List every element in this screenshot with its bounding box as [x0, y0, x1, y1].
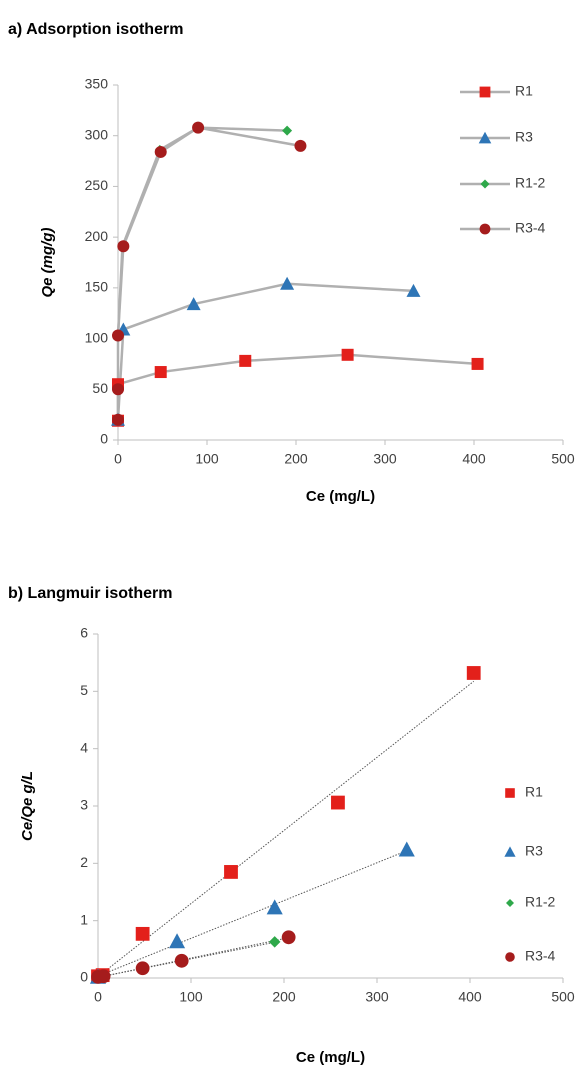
- legend-label: R1: [525, 784, 543, 800]
- series-line: [116, 353, 478, 421]
- data-point: [169, 933, 186, 949]
- data-point: [186, 297, 201, 311]
- x-tick-label: 200: [272, 989, 296, 1005]
- y-tick-label: 350: [85, 76, 109, 92]
- data-point: [192, 121, 205, 134]
- x-tick-label: 300: [365, 989, 389, 1005]
- trendline: [97, 850, 407, 977]
- x-tick-label: 200: [284, 451, 308, 467]
- y-tick-label: 3: [80, 797, 88, 813]
- chart-title: a) Adsorption isotherm: [8, 21, 183, 38]
- series-line: [116, 282, 414, 420]
- legend-label: R3: [515, 129, 533, 145]
- legend-label: R3-4: [515, 220, 546, 236]
- y-tick-label: 5: [80, 682, 88, 698]
- x-axis-title: Ce (mg/L): [296, 1049, 365, 1066]
- x-tick-label: 400: [458, 989, 482, 1005]
- y-tick-label: 300: [85, 126, 109, 142]
- data-point: [135, 961, 150, 976]
- legend-label: R1: [515, 83, 533, 99]
- x-tick-label: 100: [179, 989, 203, 1005]
- data-point: [331, 795, 345, 810]
- data-point: [280, 276, 295, 290]
- legend-label: R3-4: [525, 948, 556, 964]
- y-tick-label: 0: [100, 431, 108, 447]
- data-point: [154, 366, 167, 379]
- y-tick-label: 4: [80, 739, 88, 755]
- y-axis-title: Ce/Qe g/L: [19, 771, 36, 841]
- legend-marker: [506, 899, 514, 907]
- data-point: [341, 348, 354, 361]
- legend-marker: [505, 788, 515, 798]
- data-point: [406, 283, 421, 297]
- x-tick-label: 0: [114, 451, 122, 467]
- x-tick-label: 500: [551, 989, 575, 1005]
- y-tick-label: 1: [80, 911, 88, 927]
- y-tick-label: 200: [85, 228, 109, 244]
- data-point: [96, 969, 111, 984]
- y-tick-label: 150: [85, 279, 109, 295]
- x-tick-label: 400: [462, 451, 486, 467]
- y-tick-label: 100: [85, 329, 109, 345]
- data-point: [117, 240, 130, 253]
- data-point: [135, 926, 150, 941]
- legend-marker: [505, 952, 515, 962]
- x-tick-label: 300: [373, 451, 397, 467]
- y-tick-label: 50: [92, 380, 108, 396]
- data-point: [112, 413, 124, 426]
- legend-label: R1-2: [515, 175, 546, 191]
- data-point: [112, 329, 124, 342]
- x-tick-label: 100: [195, 451, 219, 467]
- x-tick-label: 500: [551, 451, 575, 467]
- data-point: [281, 930, 296, 945]
- data-point: [471, 357, 484, 370]
- legend-marker: [478, 131, 492, 144]
- y-tick-label: 0: [80, 969, 88, 985]
- data-point: [224, 865, 238, 879]
- y-axis-title: Qe (mg/g): [39, 227, 56, 297]
- data-point: [112, 383, 124, 396]
- data-point: [266, 899, 283, 915]
- series-line: [116, 126, 288, 336]
- chart-title: b) Langmuir isotherm: [8, 585, 172, 602]
- data-point: [398, 841, 415, 857]
- data-point: [268, 936, 281, 948]
- legend-marker: [504, 846, 516, 857]
- y-tick-label: 2: [80, 854, 88, 870]
- data-point: [154, 145, 167, 158]
- x-axis-title: Ce (mg/L): [306, 488, 375, 505]
- data-point: [174, 953, 189, 968]
- y-tick-label: 250: [85, 177, 109, 193]
- legend-label: R3: [525, 843, 543, 859]
- data-point: [466, 666, 481, 680]
- legend-label: R1-2: [525, 894, 556, 910]
- legend-marker: [479, 86, 491, 98]
- legend-marker: [479, 223, 491, 235]
- x-tick-label: 0: [94, 989, 102, 1005]
- data-point: [239, 354, 252, 367]
- legend-marker: [480, 179, 490, 189]
- data-point: [294, 139, 307, 152]
- trendline: [97, 937, 289, 978]
- data-point: [282, 125, 293, 136]
- y-tick-label: 6: [80, 625, 88, 641]
